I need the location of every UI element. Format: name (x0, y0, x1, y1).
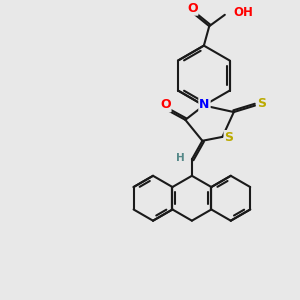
Text: O: O (160, 98, 171, 111)
Text: S: S (224, 131, 233, 144)
Text: H: H (176, 153, 185, 163)
Text: S: S (257, 98, 266, 110)
Text: OH: OH (233, 6, 253, 19)
Text: N: N (199, 98, 210, 111)
Text: O: O (187, 2, 197, 15)
